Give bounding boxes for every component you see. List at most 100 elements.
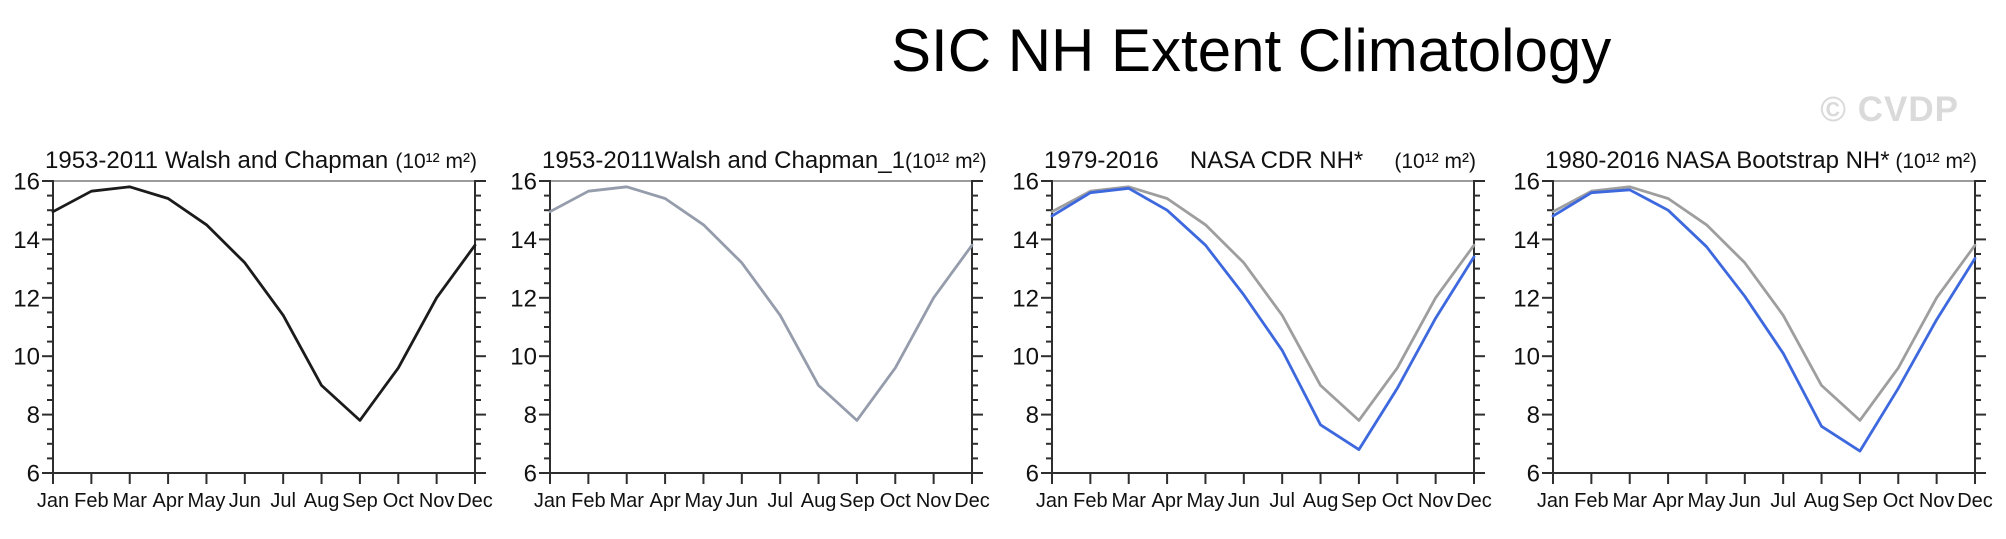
x-tick-label: Apr: [1152, 490, 1183, 512]
panel-header: 1953-2011 Walsh and Chapman (10¹² m²): [45, 147, 477, 175]
y-tick-label: 8: [1527, 402, 1540, 429]
y-tick-label: 16: [510, 169, 537, 196]
panel-period: 1953-2011: [45, 147, 158, 174]
x-tick-label: Jan: [534, 490, 566, 512]
x-tick-label: Jul: [767, 490, 793, 512]
data-series-line: [51, 185, 477, 422]
x-tick-label: May: [188, 490, 226, 512]
y-tick-label: 10: [1513, 344, 1540, 371]
x-tick-label: Feb: [571, 490, 605, 512]
y-tick-label: 14: [13, 227, 40, 254]
panel-title: NASA Bootstrap NH*: [1665, 147, 1890, 174]
x-tick-label: Aug: [801, 490, 837, 512]
line-chart-walsh-and-chapman-1: 6 8 10 12 14 16 Jan Feb Mar Apr May Jun Jul Aug Sep Oct…: [510, 169, 990, 513]
y-tick-label: 12: [13, 285, 40, 312]
x-tick-label: Nov: [1418, 490, 1454, 512]
x-tick-label: Apr: [153, 490, 184, 512]
y-tick-label: 10: [510, 344, 537, 371]
x-tick-label: Nov: [1919, 490, 1955, 512]
x-tick-label: Aug: [304, 490, 340, 512]
x-tick-label: Feb: [74, 490, 108, 512]
y-tick-label: 8: [27, 402, 40, 429]
panel-walsh-and-chapman: 6 8 10 12 14 16 Jan Feb Mar Apr May Jun Jul Aug Sep Oct…: [13, 147, 492, 512]
x-tick-label: Jul: [270, 490, 296, 512]
x-tick-label: Oct: [880, 490, 912, 512]
panel-period: 1979-2016: [1044, 147, 1159, 174]
y-tick-label: 16: [13, 169, 40, 196]
x-tick-label: Oct: [383, 490, 415, 512]
panel-units: (10¹² m²): [395, 150, 477, 173]
x-tick-label: Jun: [726, 490, 758, 512]
x-tick-label: Apr: [1653, 490, 1684, 512]
x-tick-label: Dec: [1456, 490, 1492, 512]
x-tick-label: Nov: [419, 490, 455, 512]
data-series-line: [1551, 185, 1977, 422]
panel-period: 1980-2016: [1545, 147, 1660, 174]
x-tick-label: Mar: [1112, 490, 1147, 512]
y-tick-label: 6: [524, 461, 537, 488]
line-chart-nasa-cdr-nh: 6 8 10 12 14 16 Jan Feb Mar Apr May Jun Jul Aug Sep Oct…: [1012, 169, 1492, 513]
x-tick-label: Apr: [650, 490, 681, 512]
x-tick-label: Sep: [1341, 490, 1377, 512]
cvdp-watermark: © CVDP: [1820, 90, 1959, 129]
y-tick-label: 14: [1012, 227, 1039, 254]
panel-nasa-bootstrap-nh: 6 8 10 12 14 16 Jan Feb Mar Apr May Jun Jul Aug Sep Oct…: [1513, 147, 1992, 512]
x-tick-label: May: [1688, 490, 1726, 512]
panel-units: (10¹² m²): [1394, 150, 1476, 173]
x-tick-label: May: [1187, 490, 1225, 512]
x-tick-label: Sep: [342, 490, 378, 512]
x-tick-label: Jul: [1770, 490, 1796, 512]
y-tick-label: 10: [13, 344, 40, 371]
x-tick-label: Oct: [1382, 490, 1414, 512]
y-tick-label: 14: [1513, 227, 1540, 254]
panel-units: (10¹² m²): [904, 150, 987, 173]
y-tick-label: 16: [1513, 169, 1540, 196]
x-tick-label: Mar: [610, 490, 645, 512]
panel-title: Walsh and Chapman_1: [655, 147, 905, 174]
line-chart-walsh-and-chapman: 6 8 10 12 14 16 Jan Feb Mar Apr May Jun Jul Aug Sep Oct…: [13, 169, 492, 513]
y-tick-label: 12: [1012, 285, 1039, 312]
x-tick-label: Feb: [1574, 490, 1608, 512]
x-tick-label: Sep: [1842, 490, 1878, 512]
panel-nasa-cdr-nh: 6 8 10 12 14 16 Jan Feb Mar Apr May Jun Jul Aug Sep Oct…: [1012, 147, 1491, 512]
panel-units: (10¹² m²): [1895, 150, 1977, 173]
x-tick-label: Aug: [1303, 490, 1339, 512]
y-tick-label: 6: [1026, 461, 1039, 488]
line-chart-nasa-bootstrap-nh: 6 8 10 12 14 16 Jan Feb Mar Apr May Jun Jul Aug Sep Oct…: [1513, 169, 1992, 513]
x-tick-label: Aug: [1804, 490, 1840, 512]
y-tick-label: 6: [27, 461, 40, 488]
y-tick-label: 14: [510, 227, 537, 254]
y-tick-label: 8: [524, 402, 537, 429]
x-tick-label: Mar: [1613, 490, 1648, 512]
x-tick-label: Jun: [229, 490, 261, 512]
y-tick-label: 8: [1026, 402, 1039, 429]
page-title: SIC NH Extent Climatology: [891, 17, 1612, 84]
y-tick-label: 6: [1527, 461, 1540, 488]
x-tick-label: Jun: [1729, 490, 1761, 512]
x-tick-label: Jan: [1036, 490, 1068, 512]
panel-title: Walsh and Chapman: [165, 147, 389, 174]
y-tick-label: 10: [1012, 344, 1039, 371]
y-tick-label: 16: [1012, 169, 1039, 196]
x-tick-label: Jan: [1537, 490, 1569, 512]
panel-period: 1953-2011: [542, 147, 655, 174]
x-tick-label: Jun: [1228, 490, 1260, 512]
panel-header: 1980-2016 NASA Bootstrap NH* (10¹² m²): [1545, 147, 1977, 175]
x-tick-label: Jan: [37, 490, 69, 512]
x-tick-label: May: [685, 490, 723, 512]
x-tick-label: Dec: [954, 490, 990, 512]
x-tick-label: Oct: [1883, 490, 1915, 512]
panel-title: NASA CDR NH*: [1189, 147, 1364, 174]
data-series-line: [548, 185, 974, 422]
x-tick-label: Mar: [113, 490, 148, 512]
data-series-line: [1050, 185, 1476, 422]
x-tick-label: Jul: [1269, 490, 1295, 512]
x-tick-label: Sep: [839, 490, 875, 512]
panel-header: 1979-2016 NASA CDR NH* (10¹² m²): [1044, 147, 1476, 175]
panel-header: 1953-2011 Walsh and Chapman_1 (10¹² m²): [542, 147, 987, 175]
x-tick-label: Nov: [916, 490, 952, 512]
y-tick-label: 12: [510, 285, 537, 312]
data-series-line: [1551, 188, 1977, 453]
panel-walsh-and-chapman-1: 6 8 10 12 14 16 Jan Feb Mar Apr May Jun Jul Aug Sep Oct…: [510, 147, 989, 512]
